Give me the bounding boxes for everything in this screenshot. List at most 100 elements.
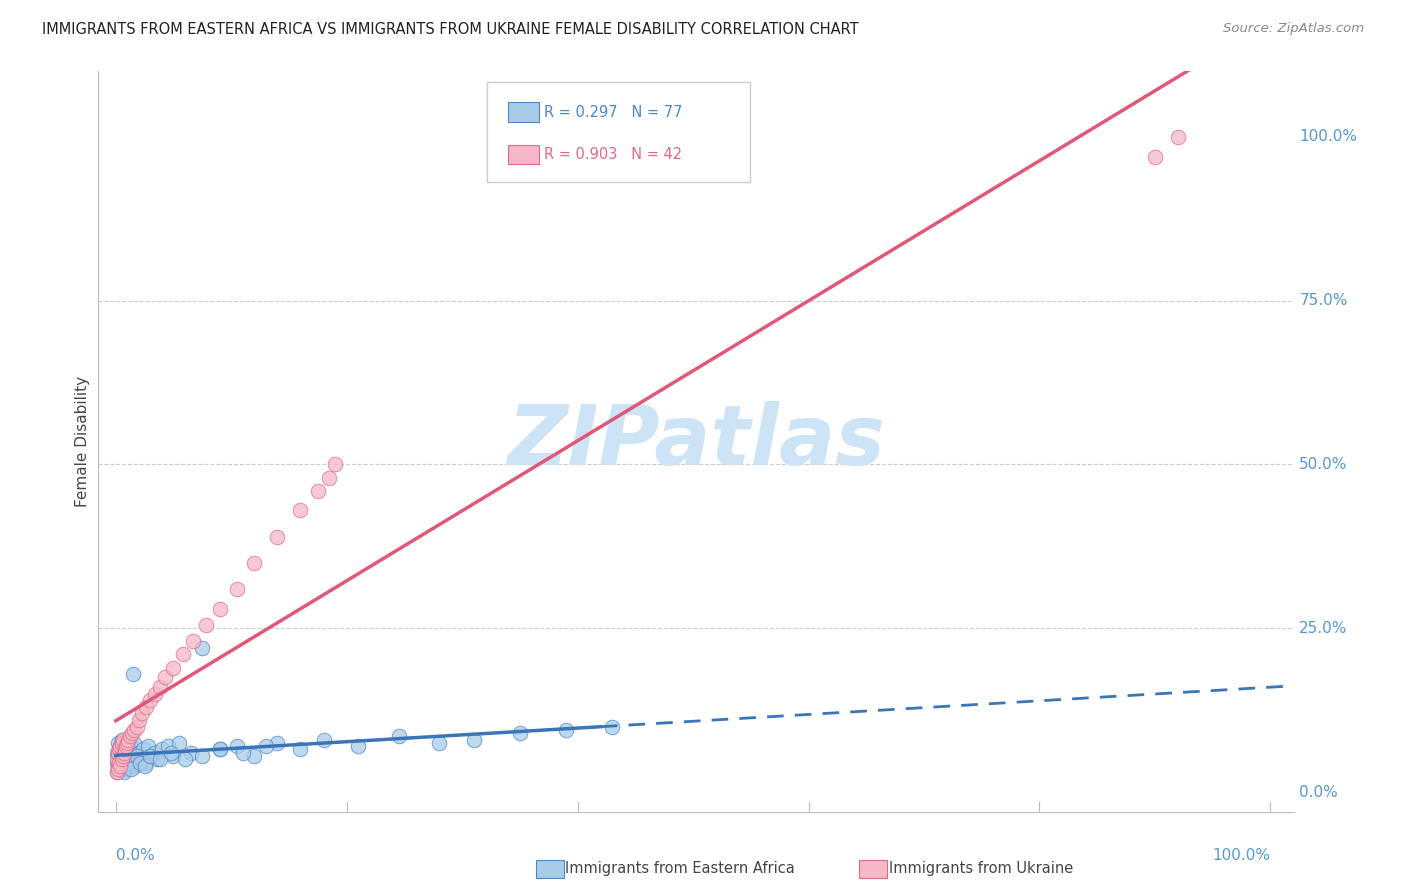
Point — [115, 739, 138, 754]
Point — [105, 765, 128, 780]
Point — [208, 742, 231, 756]
Point — [107, 746, 129, 760]
Point — [254, 739, 277, 754]
Point — [134, 759, 156, 773]
Text: Source: ZipAtlas.com: Source: ZipAtlas.com — [1223, 22, 1364, 36]
Point — [129, 756, 152, 770]
Point — [107, 762, 129, 776]
Point — [111, 762, 134, 776]
Point — [122, 723, 145, 737]
Point — [149, 752, 172, 766]
Point — [121, 756, 143, 770]
Y-axis label: Female Disability: Female Disability — [75, 376, 90, 508]
Point — [110, 752, 132, 766]
Point — [112, 752, 135, 766]
Point — [110, 759, 132, 773]
Point — [111, 732, 134, 747]
Text: 100.0%: 100.0% — [1212, 847, 1271, 863]
Point — [114, 746, 136, 760]
Point — [105, 746, 128, 760]
Point — [110, 739, 132, 754]
Point — [111, 742, 134, 756]
Text: ZIPatlas: ZIPatlas — [508, 401, 884, 482]
Point — [323, 458, 346, 472]
Point — [108, 762, 131, 776]
Point — [111, 749, 134, 764]
Point — [194, 618, 217, 632]
Point — [146, 752, 169, 766]
Point — [118, 749, 141, 764]
Point — [1143, 149, 1166, 163]
Point — [124, 759, 146, 773]
Point — [160, 746, 183, 760]
Point — [110, 759, 132, 773]
Point — [107, 736, 129, 750]
Point — [120, 762, 142, 776]
Point — [125, 749, 148, 764]
Point — [105, 752, 128, 766]
Point — [107, 749, 129, 764]
Point — [266, 530, 288, 544]
Point — [117, 756, 139, 770]
Point — [162, 749, 184, 764]
Point — [266, 736, 288, 750]
Point — [135, 756, 157, 770]
Point — [388, 730, 411, 744]
Text: 50.0%: 50.0% — [1299, 457, 1348, 472]
Point — [114, 756, 136, 770]
Point — [114, 742, 136, 756]
Point — [155, 670, 177, 684]
Point — [117, 752, 139, 766]
Point — [105, 756, 128, 770]
Point — [122, 667, 145, 681]
Point — [108, 742, 131, 756]
Point — [139, 749, 162, 764]
Point — [463, 732, 485, 747]
Text: R = 0.297   N = 77: R = 0.297 N = 77 — [544, 104, 683, 120]
Point — [115, 736, 138, 750]
Point — [105, 765, 128, 780]
Point — [110, 756, 132, 770]
Point — [1167, 129, 1189, 144]
Point — [107, 759, 129, 773]
Point — [108, 752, 131, 766]
Point — [243, 749, 266, 764]
Point — [110, 746, 132, 760]
Point — [117, 742, 139, 756]
Point — [191, 749, 214, 764]
Point — [600, 720, 623, 734]
Point — [136, 739, 159, 754]
FancyBboxPatch shape — [509, 145, 540, 164]
Point — [139, 749, 162, 764]
Point — [108, 742, 131, 756]
Point — [509, 726, 531, 740]
Text: 100.0%: 100.0% — [1299, 129, 1357, 145]
Point — [318, 470, 340, 484]
Point — [150, 742, 173, 756]
Point — [226, 582, 249, 596]
Point — [110, 732, 132, 747]
Point — [307, 483, 329, 498]
Point — [208, 601, 231, 615]
Point — [128, 746, 150, 760]
Text: 0.0%: 0.0% — [1299, 785, 1339, 799]
Point — [312, 732, 335, 747]
Text: R = 0.903   N = 42: R = 0.903 N = 42 — [544, 147, 682, 161]
Point — [131, 706, 153, 721]
Text: 25.0%: 25.0% — [1299, 621, 1348, 636]
Point — [110, 739, 132, 754]
Point — [149, 680, 172, 694]
FancyBboxPatch shape — [486, 82, 749, 183]
Point — [555, 723, 578, 737]
Text: 75.0%: 75.0% — [1299, 293, 1348, 308]
Point — [243, 556, 266, 570]
Point — [180, 746, 202, 760]
Point — [122, 736, 145, 750]
Point — [290, 503, 312, 517]
Point — [115, 762, 138, 776]
Point — [112, 739, 135, 754]
Point — [135, 699, 157, 714]
Point — [129, 752, 152, 766]
Point — [117, 732, 139, 747]
Point — [110, 759, 132, 773]
